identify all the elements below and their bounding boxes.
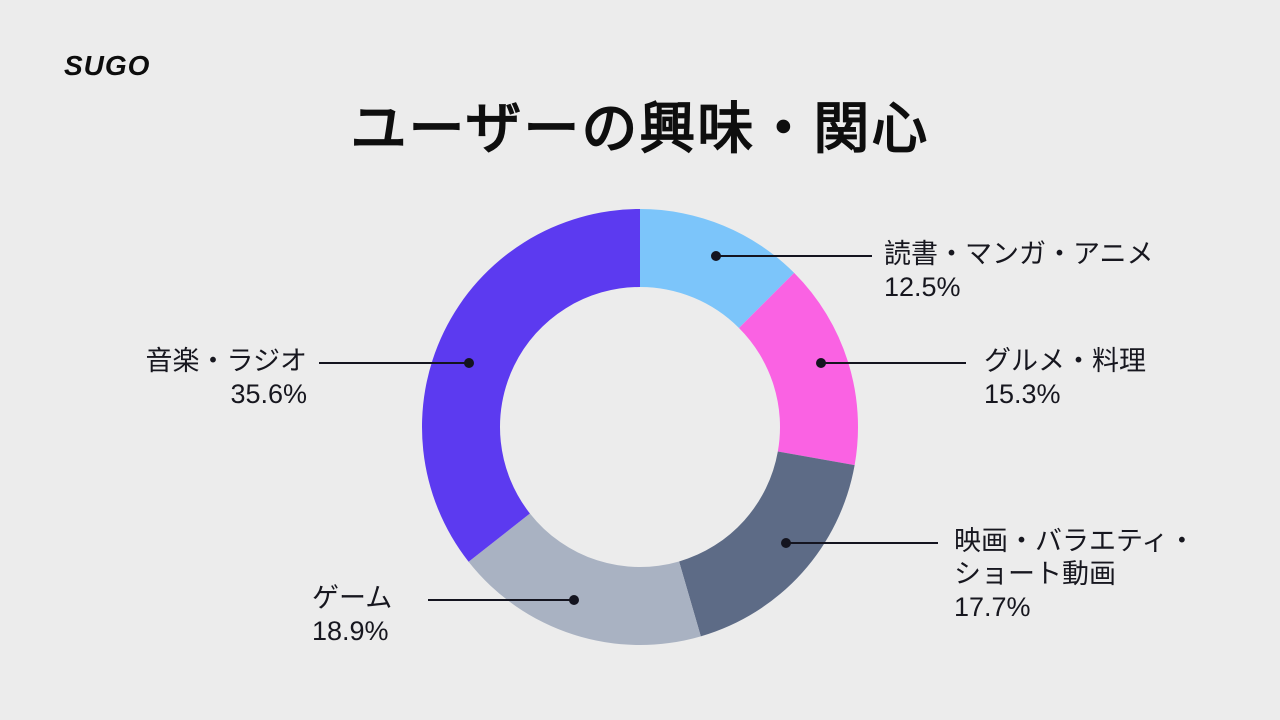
callout-label: 音楽・ラジオ [145, 346, 307, 376]
callout-value: 17.7% [954, 592, 1031, 622]
callout-value: 15.3% [984, 379, 1061, 409]
callout-value: 12.5% [884, 272, 961, 302]
callout-gourmet-cooking: グルメ・料理 15.3% [984, 345, 1146, 411]
callout-value: 35.6% [230, 379, 307, 409]
chart-title: ユーザーの興味・関心 [350, 97, 930, 160]
callout-reading-manga-anime: 読書・マンガ・アニメ 12.5% [884, 238, 1153, 304]
callout-games: ゲーム 18.9% [312, 582, 392, 648]
leader-dot-2 [781, 538, 791, 548]
leader-dot-3 [569, 595, 579, 605]
leader-dot-4 [464, 358, 474, 368]
leader-dot-1 [816, 358, 826, 368]
callout-value: 18.9% [312, 616, 389, 646]
callout-music-radio: 音楽・ラジオ 35.6% [146, 345, 307, 411]
brand-logo: SUGO [64, 50, 151, 81]
callout-label: 読書・マンガ・アニメ [884, 239, 1154, 269]
donut-slice-0 [640, 209, 795, 329]
callout-label: ゲーム [312, 583, 393, 613]
donut-slice-4 [421, 208, 640, 562]
callout-movies-variety-short-video: 映画・バラエティ・ショート動画 17.7% [954, 525, 1206, 624]
callout-label: 映画・バラエティ・ショート動画 [954, 526, 1196, 589]
donut-slice-1 [738, 272, 858, 466]
callout-label: グルメ・料理 [984, 346, 1146, 376]
donut-slice-3 [468, 513, 701, 645]
donut-slice-2 [679, 451, 855, 637]
leader-dot-0 [711, 251, 721, 261]
